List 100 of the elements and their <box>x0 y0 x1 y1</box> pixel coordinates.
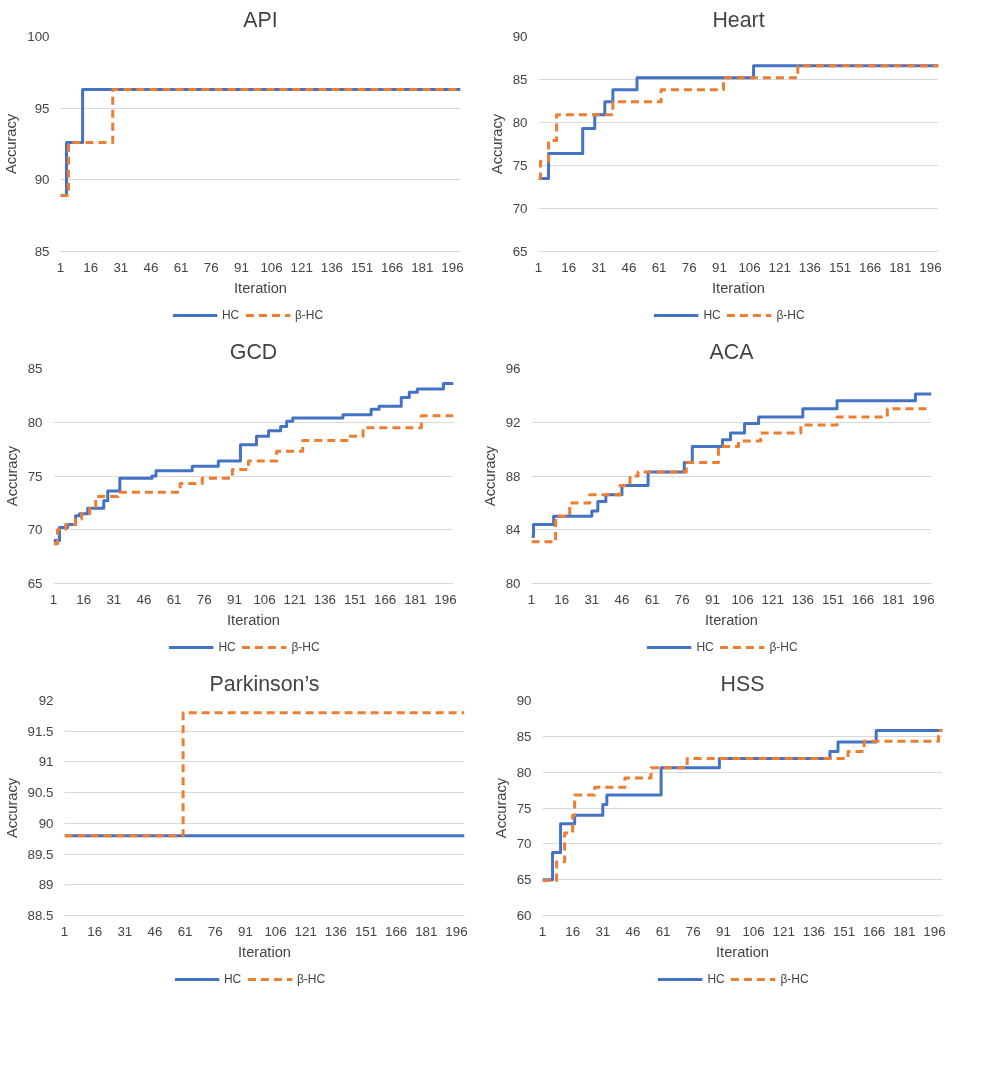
x-tick-label: 91 <box>237 923 253 939</box>
chart-title: GCD <box>229 339 278 364</box>
x-tick-label: 76 <box>203 259 219 275</box>
y-tick-label: 70 <box>512 201 528 216</box>
x-tick-label: 106 <box>738 259 761 275</box>
y-tick-label: 80 <box>516 764 532 780</box>
y-tick-label: 84 <box>505 522 522 538</box>
x-tick-label: 91 <box>704 591 720 607</box>
x-tick-label: 31 <box>106 591 122 607</box>
x-tick-label: 181 <box>889 259 912 275</box>
y-tick-label: 92 <box>505 414 521 430</box>
x-tick-label: 31 <box>113 259 129 275</box>
x-tick-label: 61 <box>166 591 182 607</box>
legend-label: β-HC <box>769 640 798 654</box>
x-tick-label: 76 <box>196 591 212 607</box>
y-tick-label: 80 <box>512 115 528 130</box>
legend-label: HC <box>703 308 722 322</box>
x-tick-label: 91 <box>711 259 727 275</box>
x-tick-label: 31 <box>591 259 607 275</box>
x-tick-label: 1 <box>534 259 543 275</box>
x-tick-label: 181 <box>882 591 905 607</box>
y-tick-label: 100 <box>27 29 50 44</box>
y-tick-label: 90 <box>38 815 54 831</box>
legend-label: HC <box>223 972 243 986</box>
x-tick-label: 121 <box>761 591 784 607</box>
y-tick-label: 89 <box>38 877 54 893</box>
chart-title: ACA <box>709 339 755 364</box>
x-tick-label: 166 <box>863 923 886 939</box>
x-tick-label: 1 <box>538 923 547 939</box>
y-tick-label: 90 <box>516 693 532 708</box>
y-axis-title: Accuracy <box>3 777 20 839</box>
y-tick-label: 85 <box>516 728 532 744</box>
x-tick-label: 1 <box>60 923 69 939</box>
y-tick-label: 75 <box>512 158 528 173</box>
x-tick-label: 106 <box>253 591 276 607</box>
y-tick-label: 65 <box>516 872 532 888</box>
x-tick-label: 1 <box>527 591 536 607</box>
y-tick-label: 88 <box>505 468 521 484</box>
legend-label: HC <box>221 308 241 322</box>
chart-title: API <box>243 7 278 32</box>
x-axis-title: Iteration <box>234 279 287 296</box>
x-tick-label: 136 <box>320 259 343 275</box>
x-tick-label: 1 <box>56 259 65 275</box>
y-tick-label: 90.5 <box>27 785 54 801</box>
y-tick-label: 85 <box>27 361 43 376</box>
x-tick-label: 136 <box>802 923 825 939</box>
x-axis-title: Iteration <box>716 943 769 960</box>
legend-label: β-HC <box>776 308 805 322</box>
x-tick-label: 16 <box>76 591 92 607</box>
x-tick-label: 31 <box>584 591 600 607</box>
y-tick-label: 75 <box>516 800 532 816</box>
y-tick-label: 95 <box>34 100 50 116</box>
x-tick-label: 61 <box>651 259 667 275</box>
legend-label: β-HC <box>296 972 326 986</box>
x-tick-label: 1 <box>49 591 58 607</box>
y-tick-label: 90 <box>34 172 50 188</box>
x-tick-label: 61 <box>655 923 671 939</box>
x-tick-label: 61 <box>173 259 189 275</box>
x-tick-label: 76 <box>674 591 690 607</box>
x-tick-label: 91 <box>226 591 242 607</box>
x-tick-label: 151 <box>343 591 367 607</box>
x-tick-label: 61 <box>177 923 193 939</box>
x-axis-title: Iteration <box>238 943 291 960</box>
x-tick-label: 31 <box>595 923 611 939</box>
chart-title: Parkinson’s <box>209 671 320 696</box>
y-tick-label: 80 <box>505 576 521 591</box>
x-tick-label: 46 <box>625 923 641 939</box>
x-tick-label: 46 <box>147 923 163 939</box>
x-tick-label: 61 <box>644 591 660 607</box>
y-tick-label: 92 <box>38 693 54 708</box>
legend-label: β-HC <box>294 308 324 322</box>
x-tick-label: 196 <box>923 923 946 939</box>
y-axis-title: Accuracy <box>488 113 505 175</box>
x-tick-label: 166 <box>852 591 875 607</box>
x-tick-label: 166 <box>374 591 397 607</box>
y-tick-label: 65 <box>27 576 43 591</box>
x-tick-label: 46 <box>143 259 159 275</box>
x-tick-label: 181 <box>415 923 438 939</box>
x-tick-label: 151 <box>828 259 852 275</box>
x-tick-label: 121 <box>772 923 795 939</box>
x-axis-title: Iteration <box>705 611 758 628</box>
y-axis-title: Accuracy <box>3 445 20 507</box>
x-tick-label: 151 <box>832 923 856 939</box>
x-tick-label: 181 <box>893 923 916 939</box>
x-axis-title: Iteration <box>712 279 765 296</box>
chart-title: HSS <box>720 671 765 696</box>
legend-label: β-HC <box>291 640 320 654</box>
y-axis-title: Accuracy <box>3 113 20 175</box>
x-tick-label: 76 <box>207 923 223 939</box>
y-tick-label: 85 <box>34 244 50 259</box>
x-tick-label: 31 <box>117 923 133 939</box>
x-tick-label: 166 <box>859 259 882 275</box>
x-tick-label: 46 <box>614 591 630 607</box>
x-tick-label: 151 <box>354 923 378 939</box>
x-tick-label: 181 <box>404 591 427 607</box>
x-tick-label: 76 <box>685 923 701 939</box>
x-tick-label: 16 <box>87 923 103 939</box>
x-tick-label: 121 <box>290 259 313 275</box>
x-tick-label: 196 <box>912 591 935 607</box>
x-tick-label: 166 <box>381 259 404 275</box>
